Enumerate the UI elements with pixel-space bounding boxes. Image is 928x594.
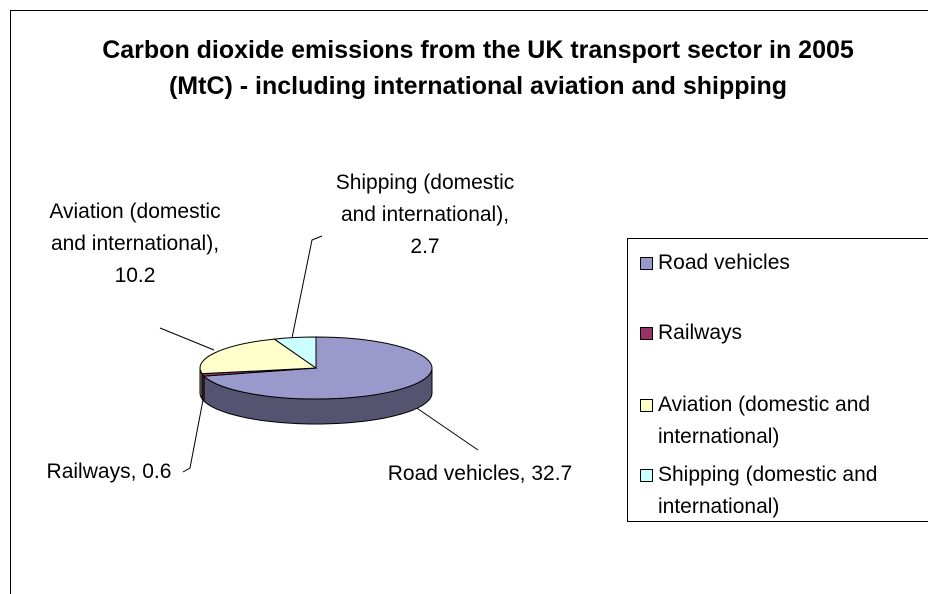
pie-slice	[202, 336, 433, 400]
chart-frame	[10, 10, 928, 594]
legend-swatch	[640, 327, 653, 340]
leader-line	[182, 399, 204, 473]
chart-title: Carbon dioxide emissions from the UK tra…	[102, 36, 854, 100]
legend: Road vehicles Railways Aviation (domestic …	[627, 238, 928, 522]
legend-label: Road vehicles	[658, 251, 790, 274]
data-label: Aviation (domestic and international), 1…	[49, 200, 221, 287]
data-label: Shipping (domestic and international), 2…	[335, 171, 515, 258]
legend-label: Shipping (domestic and international)	[658, 463, 878, 518]
legend-swatch	[640, 469, 653, 482]
pie-slice	[272, 336, 317, 369]
legend-swatch	[640, 399, 653, 412]
pie-slice	[199, 338, 318, 375]
legend-label: Railways	[658, 321, 743, 344]
legend-swatch	[640, 257, 653, 270]
leader-line	[159, 327, 215, 351]
data-label: Railways, 0.6	[46, 460, 172, 483]
data-label: Road vehicles, 32.7	[387, 462, 573, 485]
leader-line	[291, 235, 323, 339]
legend-label: Aviation (domestic and international)	[658, 393, 871, 448]
